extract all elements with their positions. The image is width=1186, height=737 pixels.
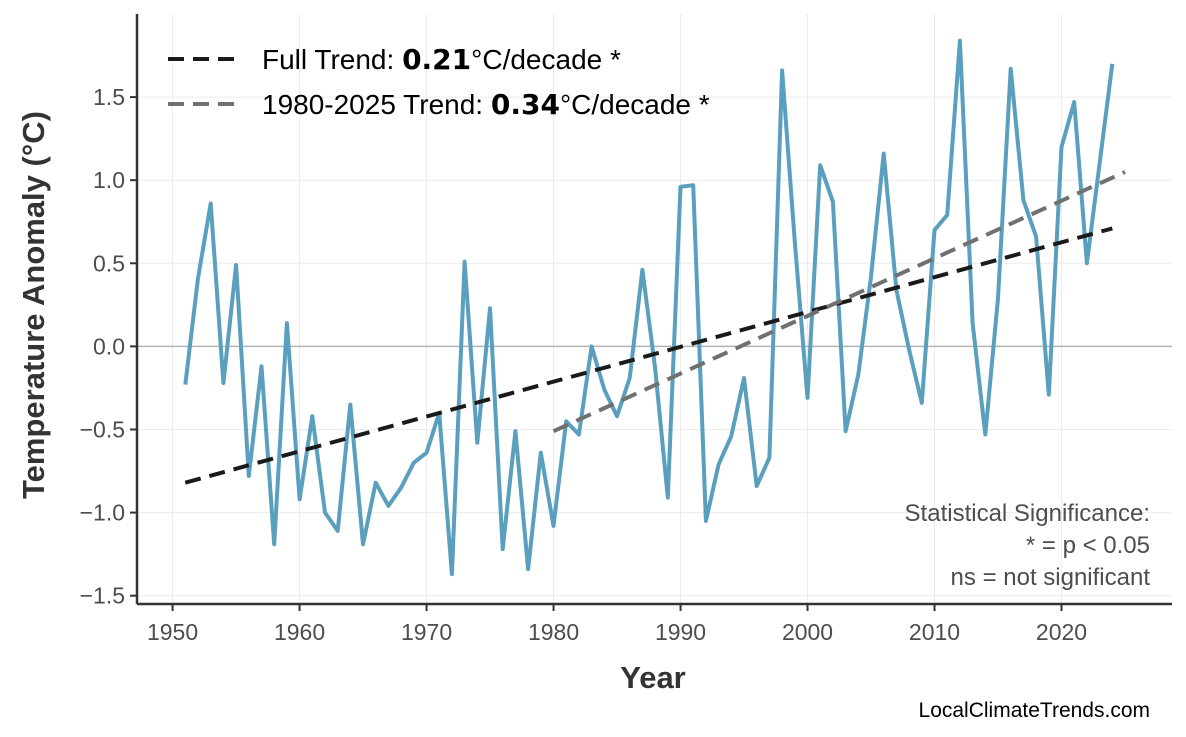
y-tick-label: −1.5 bbox=[80, 583, 125, 609]
significance-title: Statistical Significance: bbox=[905, 500, 1150, 527]
significance-note: Statistical Significance: * = p < 0.05 n… bbox=[905, 500, 1151, 591]
x-tick-label: 1950 bbox=[147, 619, 198, 645]
site-credit: LocalClimateTrends.com bbox=[919, 699, 1150, 722]
x-tick-label: 1970 bbox=[401, 619, 452, 645]
x-tick-label: 2010 bbox=[909, 619, 960, 645]
x-tick-label: 2000 bbox=[782, 619, 833, 645]
anomaly-series-line bbox=[183, 38, 1115, 577]
legend: Full Trend: 0.21°C/decade * 1980-2025 Tr… bbox=[168, 43, 710, 121]
trend-lines bbox=[184, 170, 1126, 485]
x-tick-label: 1980 bbox=[528, 619, 579, 645]
x-tick-label: 2020 bbox=[1036, 619, 1087, 645]
x-tick-label: 1960 bbox=[274, 619, 325, 645]
significance-line-ns: ns = not significant bbox=[951, 564, 1151, 591]
y-tick-label: 0.0 bbox=[93, 333, 125, 359]
y-tick-label: 1.0 bbox=[93, 167, 125, 193]
y-tick-label: −1.0 bbox=[80, 500, 125, 526]
y-tick-label: 0.5 bbox=[93, 250, 125, 276]
axes bbox=[135, 14, 1172, 606]
y-tick-label: −0.5 bbox=[80, 416, 125, 442]
legend-label-full-trend: Full Trend: 0.21°C/decade * bbox=[262, 43, 621, 76]
y-tick-label: 1.5 bbox=[93, 84, 125, 110]
recent-trend-line bbox=[552, 170, 1126, 433]
full-trend-line bbox=[184, 226, 1113, 485]
legend-label-recent-trend: 1980-2025 Trend: 0.34°C/decade * bbox=[262, 88, 710, 121]
y-axis-ticks: −1.5 −1.0 −0.5 0.0 0.5 1.0 1.5 bbox=[80, 84, 137, 609]
x-axis-title: Year bbox=[620, 660, 686, 695]
significance-line-p: * = p < 0.05 bbox=[1026, 532, 1150, 559]
x-tick-label: 1990 bbox=[655, 619, 706, 645]
x-axis-ticks: 1950 1960 1970 1980 1990 2000 2010 2020 bbox=[147, 604, 1087, 645]
y-axis-title: Temperature Anomaly (°C) bbox=[16, 111, 51, 499]
data-series bbox=[183, 38, 1115, 577]
